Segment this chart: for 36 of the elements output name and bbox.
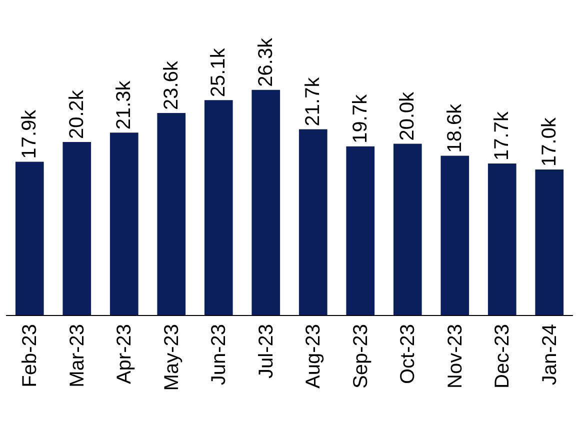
bar bbox=[15, 162, 44, 315]
bar bbox=[393, 144, 422, 315]
data-label: 26.3k bbox=[254, 36, 277, 87]
x-tick-label: Oct-23 bbox=[397, 324, 420, 384]
bar bbox=[535, 169, 564, 315]
x-tick-label: Aug-23 bbox=[302, 324, 325, 388]
bar bbox=[346, 146, 375, 315]
bar bbox=[62, 142, 92, 315]
bar bbox=[157, 112, 186, 315]
x-tick-label: Feb-23 bbox=[19, 324, 42, 388]
x-tick-label: Nov-23 bbox=[444, 324, 466, 388]
bar bbox=[488, 163, 516, 315]
data-label: 20.2k bbox=[66, 89, 88, 140]
data-label: 21.3k bbox=[113, 80, 136, 130]
x-tick-label: May-23 bbox=[160, 324, 183, 391]
x-tick-label: Jul-23 bbox=[255, 324, 278, 378]
x-tick-label: Jun-23 bbox=[208, 324, 230, 386]
data-label: 17.9k bbox=[18, 108, 41, 159]
data-label: 17.0k bbox=[538, 116, 560, 166]
data-label: 25.1k bbox=[208, 47, 230, 98]
bar bbox=[252, 90, 280, 315]
x-tick-label: Dec-23 bbox=[492, 324, 514, 388]
bar bbox=[204, 100, 233, 315]
data-label: 20.0k bbox=[396, 90, 419, 141]
bar bbox=[298, 129, 328, 315]
data-label: 19.7k bbox=[349, 93, 372, 144]
bar bbox=[110, 132, 138, 315]
data-label: 18.6k bbox=[444, 102, 466, 153]
x-tick-label: Sep-23 bbox=[350, 324, 372, 388]
data-label: 23.6k bbox=[160, 60, 182, 110]
data-label: 17.7k bbox=[491, 110, 514, 160]
x-tick-label: Apr-23 bbox=[114, 324, 136, 384]
data-label: 21.7k bbox=[302, 76, 324, 126]
x-tick-label: Mar-23 bbox=[66, 324, 88, 388]
x-tick-label: Jan-24 bbox=[538, 324, 561, 386]
bar bbox=[440, 156, 470, 315]
